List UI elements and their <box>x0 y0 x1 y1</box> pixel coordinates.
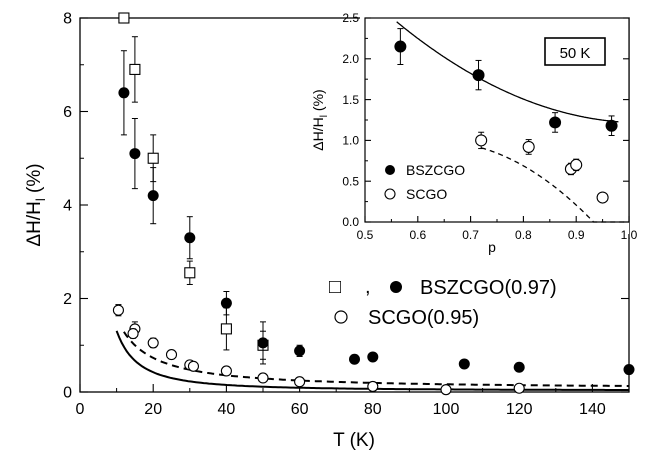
main-y-axis-label: ΔH/Hl (%) <box>24 163 48 246</box>
inset-x-axis-label: p <box>488 239 496 255</box>
x-tick-label: 120 <box>506 401 533 418</box>
legend-open-circle-marker <box>334 310 348 324</box>
y-tick-label: 6 <box>63 104 72 121</box>
inset-y-tick-labels: 0.0 0.5 1.0 1.5 2.0 2.5 <box>342 11 359 229</box>
open-square-point <box>220 323 232 335</box>
filled-circle-point <box>349 353 360 365</box>
filled-circle-point <box>513 361 525 373</box>
main-data-points <box>112 12 635 396</box>
inset-legend-open-marker <box>384 188 396 200</box>
filled-circle-point <box>458 358 470 370</box>
inset-temperature-box <box>544 37 606 66</box>
inset-y-axis-label: ΔH/Hl (%) <box>310 89 330 150</box>
y-tick-label: 2.0 <box>342 52 359 66</box>
filled-circle-point <box>184 232 196 244</box>
open-circle-point <box>440 384 452 396</box>
open-circle-point <box>570 158 583 171</box>
y-tick-label: 4 <box>63 198 72 215</box>
filled-circle-point <box>294 345 306 357</box>
x-tick-label: 80 <box>364 401 382 418</box>
x-tick-label: 0.7 <box>462 228 479 242</box>
open-circle-point <box>127 328 139 340</box>
inset-chart: 0.5 0.6 0.7 0.8 0.9 1.0 0.00.51.01.52.02.5 p … <box>310 11 638 255</box>
open-circle-point <box>522 140 535 153</box>
filled-circle-point <box>549 116 562 129</box>
y-tick-label: 1.0 <box>342 134 359 148</box>
main-x-axis-label: T (K) <box>333 430 375 451</box>
filled-circle-point <box>220 297 232 309</box>
inset-legend: BSZCGO SCGO <box>384 162 465 202</box>
y-tick-label: 2 <box>63 291 72 308</box>
filled-circle-point <box>118 87 130 99</box>
x-tick-label: 100 <box>433 401 460 418</box>
inset-fit-curves <box>396 21 629 223</box>
legend-scgo-label: SCGO(0.95) <box>368 307 479 329</box>
main-y-label-main: ΔH/H <box>24 201 45 246</box>
main-legend: □ , BSZCGO(0.97) SCGO(0.95) <box>329 276 557 329</box>
y-tick-label: 2.5 <box>342 11 359 25</box>
inset-legend-scgo: SCGO <box>406 186 447 202</box>
x-tick-label: 0.5 <box>357 228 374 242</box>
open-square-point <box>147 152 159 164</box>
inset-y-label-main: ΔH/H <box>310 117 326 150</box>
x-tick-label: 0 <box>76 401 85 418</box>
inset-data-points <box>394 28 618 204</box>
filled-circle-point <box>605 119 618 132</box>
y-tick-label: 0 <box>63 385 72 402</box>
filled-circle-point <box>472 69 485 82</box>
filled-circle-point <box>147 190 159 202</box>
y-tick-label: 1.5 <box>342 93 359 107</box>
dashed-fit-curve <box>481 147 629 223</box>
x-tick-label: 60 <box>291 401 309 418</box>
inset-x-tick-labels: 0.5 0.6 0.7 0.8 0.9 1.0 <box>357 228 638 242</box>
open-circle-point <box>367 380 379 392</box>
inset-y-label-unit: (%) <box>310 89 326 115</box>
filled-circle-point <box>367 351 379 363</box>
main-x-tick-labels: 0 20 40 60 80 100 120 140 <box>76 401 606 418</box>
solid-fit-curve <box>396 21 619 123</box>
legend-bszcgo-label: BSZCGO(0.97) <box>420 277 557 299</box>
filled-circle-point <box>394 40 407 53</box>
open-circle-point <box>112 304 124 316</box>
inset-y-label-sub: l <box>319 115 330 117</box>
y-tick-label: 8 <box>63 11 72 28</box>
filled-circle-point <box>623 364 635 376</box>
x-tick-label: 20 <box>144 401 162 418</box>
main-y-label-unit: (%) <box>24 163 45 198</box>
open-circle-point <box>596 191 609 204</box>
x-tick-label: 0.6 <box>409 228 426 242</box>
main-y-tick-labels: 0 2 4 6 8 <box>63 11 72 402</box>
inset-legend-filled-marker <box>385 165 395 175</box>
x-tick-label: 0.9 <box>568 228 585 242</box>
open-circle-point <box>187 360 200 372</box>
inset-legend-bszcgo: BSZCGO <box>406 162 465 178</box>
open-circle-point <box>220 365 232 377</box>
inset-axis-ticks <box>364 17 630 223</box>
open-circle-point <box>147 337 159 349</box>
legend-open-square-marker: □ <box>329 276 341 298</box>
x-tick-label: 0.8 <box>515 228 532 242</box>
inset-temperature-label: 50 K <box>560 45 591 62</box>
y-tick-label: 0.0 <box>342 215 359 229</box>
x-tick-label: 1.0 <box>621 228 638 242</box>
main-y-label-sub: l <box>33 198 48 201</box>
open-circle-point <box>257 372 269 384</box>
open-circle-point <box>475 134 488 147</box>
open-circle-point <box>165 349 178 361</box>
legend-comma: , <box>365 276 371 298</box>
open-circle-point <box>513 382 525 394</box>
x-tick-label: 40 <box>218 401 236 418</box>
open-square-point <box>129 63 141 75</box>
filled-circle-point <box>257 337 269 349</box>
filled-circle-point <box>129 148 141 160</box>
x-tick-label: 140 <box>579 401 606 418</box>
open-square-point <box>184 267 196 279</box>
open-circle-point <box>294 376 306 388</box>
y-tick-label: 0.5 <box>342 174 359 188</box>
open-square-point <box>118 12 130 24</box>
legend-filled-circle-marker <box>390 281 402 293</box>
